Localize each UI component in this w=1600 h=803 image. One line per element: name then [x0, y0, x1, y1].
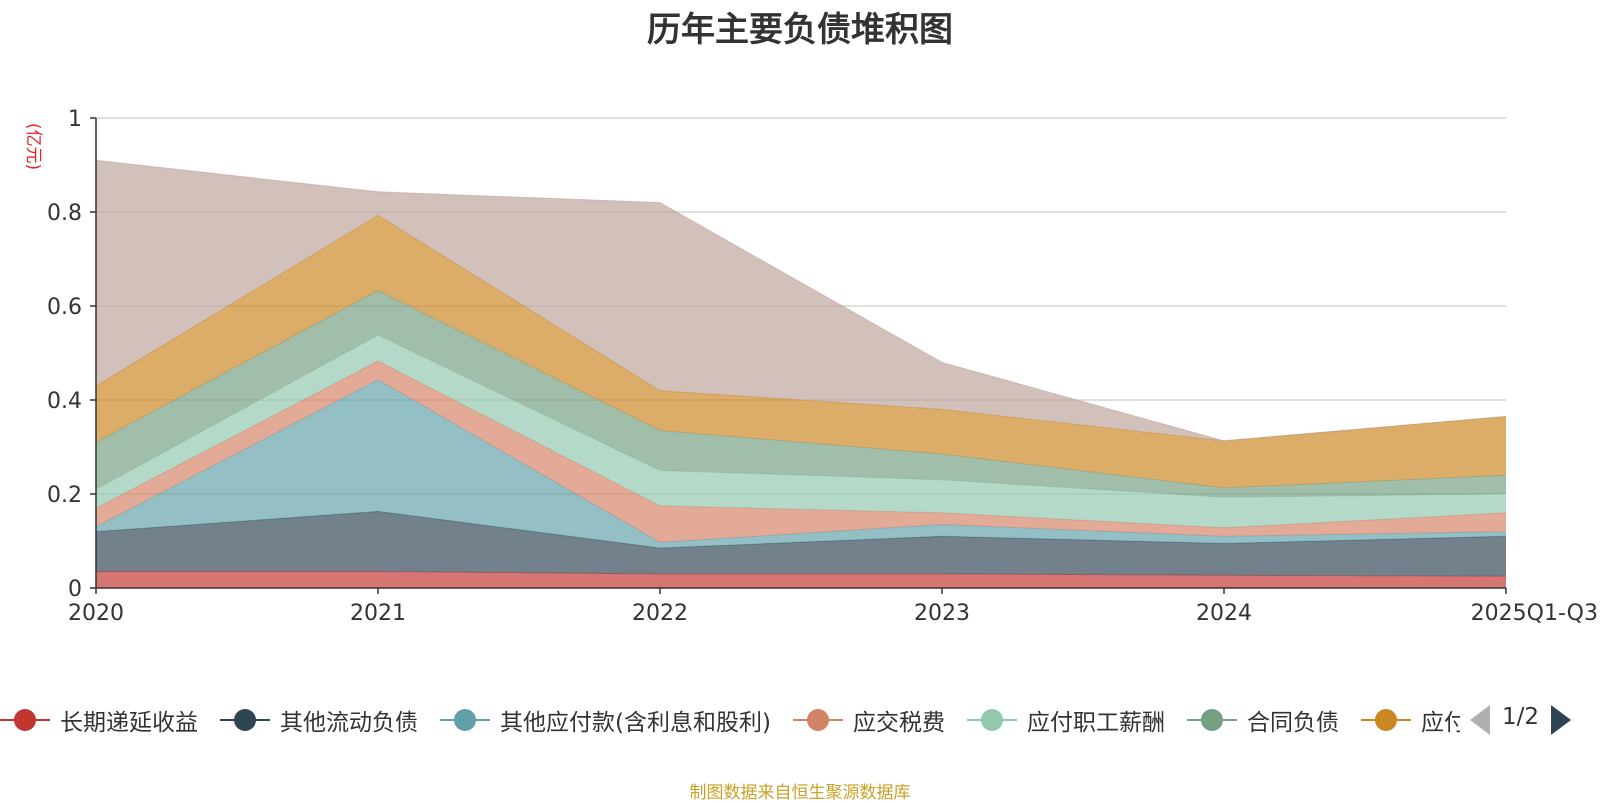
area-series-其他应付款(含利息和股利)[interactable] [96, 379, 1506, 548]
area-series-应付账款[interactable] [96, 215, 1506, 488]
legend-item[interactable]: 合同负债 [1186, 700, 1339, 740]
area-series [95, 159, 1507, 589]
legend-marker-icon [0, 700, 50, 740]
legend-item[interactable]: 应付职工薪酬 [966, 700, 1165, 740]
area-series-短期借款[interactable] [96, 160, 1506, 441]
axes [90, 117, 1507, 594]
legend-marker-icon [440, 700, 490, 740]
legend-label: 应付职工薪酬 [1026, 710, 1165, 736]
legend-marker-icon [1186, 700, 1237, 740]
legend-label: 应交税费 [852, 710, 945, 736]
x-tick-label: 2023 [914, 601, 970, 626]
legend-next-page-icon[interactable] [1551, 705, 1571, 735]
y-tick-label: 0.8 [47, 201, 82, 226]
legend-label: 应付账款 [1420, 710, 1460, 736]
x-tick-label: 2020 [68, 601, 124, 626]
legend-marker-icon [1360, 700, 1411, 740]
data-source-note: 制图数据来自恒生聚源数据库 [689, 783, 911, 803]
y-tick-label: 0 [68, 577, 82, 602]
legend: 长期递延收益 其他流动负债 其他应付款(含利息和股利) 应交税费 应付职工薪酬 合同负债 应… [0, 700, 1600, 740]
legend-marker-icon [966, 700, 1017, 740]
area-series-合同负债[interactable] [96, 290, 1506, 498]
legend-pager: 1/2 [1468, 700, 1600, 740]
legend-item[interactable]: 应付账款 [1360, 700, 1460, 740]
area-series-其他流动负债[interactable] [96, 511, 1506, 577]
legend-label: 其他应付款(含利息和股利) [500, 710, 771, 736]
x-tick-label: 2022 [632, 601, 688, 626]
chart-title: 历年主要负债堆积图 [647, 10, 953, 50]
series-line-短期借款 [95, 159, 1507, 442]
tick-labels: 0 0.2 0.4 0.6 0.8 1 2020 2021 2022 2023 2024 2025Q1… [47, 107, 1598, 626]
area-series-长期递延收益[interactable] [96, 571, 1506, 589]
area-series-应付职工薪酬[interactable] [96, 335, 1506, 528]
legend-item[interactable]: 长期递延收益 [0, 700, 198, 740]
y-tick-label: 0.4 [47, 389, 82, 414]
legend-prev-page-icon[interactable] [1470, 705, 1490, 735]
legend-marker-icon [792, 700, 843, 740]
x-tick-label: 2021 [350, 601, 406, 626]
legend-page-indicator: 1/2 [1502, 704, 1540, 730]
y-tick-label: 0.2 [47, 483, 82, 508]
legend-item[interactable]: 其他应付款(含利息和股利) [440, 700, 771, 740]
legend-item[interactable]: 应交税费 [792, 700, 945, 740]
legend-label: 其他流动负债 [280, 710, 418, 736]
x-tick-label: 2025Q1-Q3 [1471, 601, 1598, 626]
legend-item[interactable]: 其他流动负债 [220, 700, 418, 740]
area-series-应交税费[interactable] [96, 361, 1506, 543]
legend-label: 长期递延收益 [60, 710, 198, 736]
legend-marker-icon [220, 700, 270, 740]
y-tick-label: 1 [68, 107, 82, 132]
x-tick-label: 2024 [1196, 601, 1252, 626]
y-tick-label: 0.6 [47, 295, 82, 320]
stacked-area-chart: 0 0.2 0.4 0.6 0.8 1 2020 2021 2022 2023 2024 2025Q1… [47, 107, 1598, 626]
legend-label: 合同负债 [1246, 710, 1339, 736]
